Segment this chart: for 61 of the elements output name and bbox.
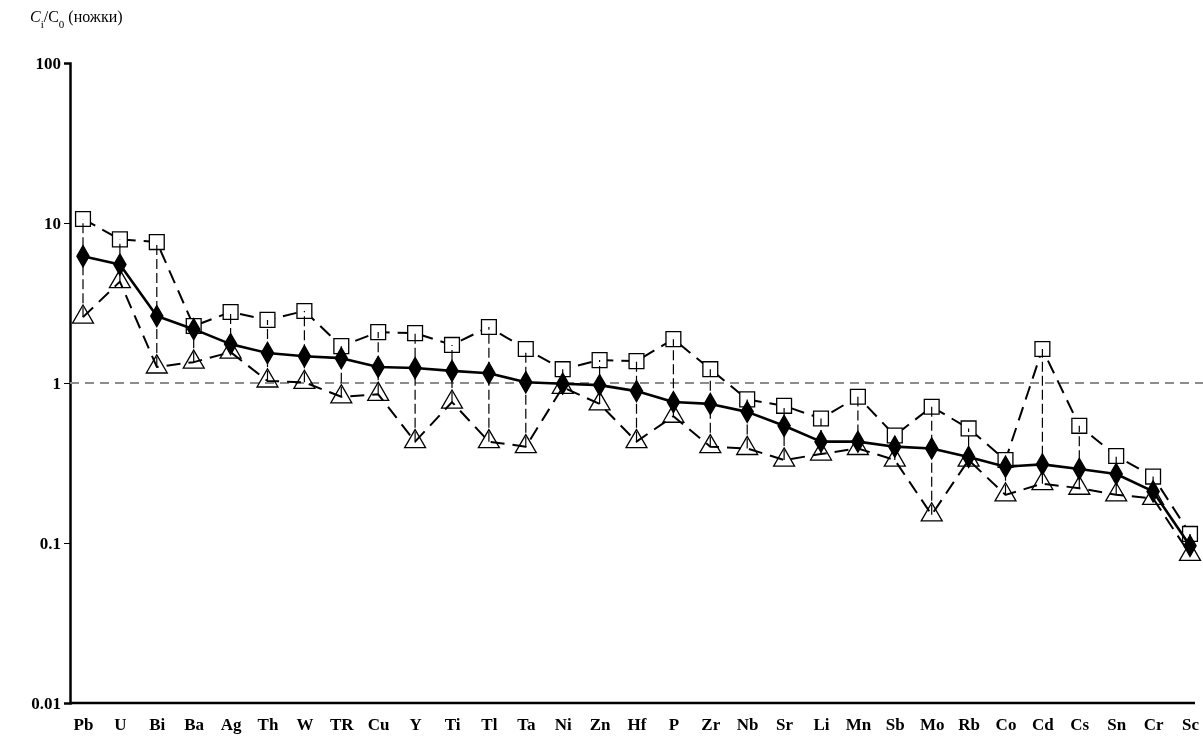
point: [259, 311, 276, 328]
x-tick-label: Sc: [1182, 714, 1200, 734]
point: [960, 420, 977, 437]
x-tick-label: Sn: [1107, 714, 1127, 734]
x-tick-label: Th: [257, 714, 279, 734]
point: [1145, 468, 1162, 485]
x-tick-label: Zr: [701, 714, 721, 734]
point: [517, 340, 534, 358]
x-tick-label: Rb: [958, 714, 980, 734]
point: [222, 303, 239, 321]
x-tick-label: Cu: [367, 714, 390, 734]
point: [776, 397, 793, 414]
point: [148, 234, 165, 251]
point: [591, 352, 608, 369]
point: [407, 325, 424, 342]
point: [665, 331, 682, 348]
point: [111, 231, 128, 248]
point: [1108, 447, 1125, 465]
point: [923, 398, 940, 415]
x-tick-label: Zn: [589, 714, 612, 734]
x-tick-label: Li: [813, 714, 830, 734]
x-tick-label: TR: [329, 714, 355, 734]
x-tick-label: Ag: [220, 714, 242, 734]
point: [1071, 417, 1088, 434]
x-tick-label: Cr: [1143, 714, 1164, 734]
y-tick-label: 0.01: [31, 693, 61, 713]
x-tick-label: Nb: [736, 714, 759, 734]
x-tick-label: Sr: [776, 714, 794, 734]
x-tick-label: Cd: [1032, 714, 1055, 734]
point: [443, 336, 461, 353]
x-tick-label: Mo: [919, 714, 945, 734]
x-tick-label: W: [296, 714, 314, 734]
point: [628, 353, 645, 370]
x-tick-label: Hf: [627, 714, 647, 734]
point: [1034, 340, 1051, 358]
y-tick-label: 10: [44, 213, 61, 233]
x-tick-label: Pb: [73, 714, 94, 734]
x-tick-label: Y: [409, 714, 422, 734]
x-tick-label: Sb: [885, 714, 905, 734]
point: [849, 388, 866, 405]
x-tick-label: P: [668, 714, 680, 734]
y-axis-title: C$_{i}$/C$_{0}$ (ножки): [30, 8, 123, 30]
x-tick-label: Bi: [149, 714, 166, 734]
x-tick-label: Tl: [481, 714, 498, 734]
point: [702, 361, 719, 378]
y-tick-label: 0.1: [39, 533, 61, 553]
point: [480, 318, 497, 336]
point: [296, 302, 313, 320]
point: [74, 210, 92, 228]
point: [370, 324, 387, 341]
y-tick-label: 100: [35, 53, 61, 73]
x-tick-label: Co: [995, 714, 1017, 734]
point: [554, 361, 571, 378]
x-tick-label: Cs: [1070, 714, 1090, 734]
x-tick-label: Ba: [184, 714, 205, 734]
y-tick-label: 1: [52, 373, 61, 393]
x-tick-label: U: [114, 714, 127, 734]
x-tick-label: Ta: [517, 714, 536, 734]
x-tick-label: Mn: [845, 714, 872, 734]
x-tick-label: Ni: [554, 714, 572, 734]
x-tick-label: Ti: [444, 714, 461, 734]
